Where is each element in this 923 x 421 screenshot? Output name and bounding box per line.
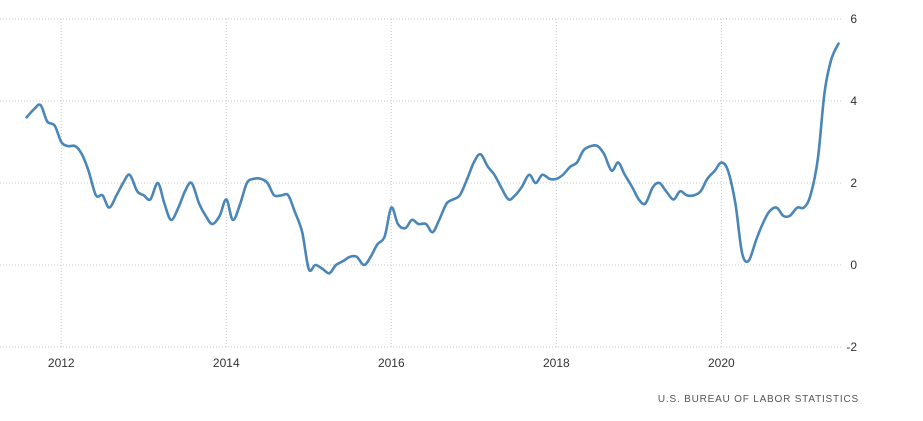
y-tick-label: 6 [850,12,857,26]
x-tick-label: 2012 [48,356,75,370]
x-tick-label: 2018 [543,356,570,370]
y-tick-label: 2 [850,176,857,190]
y-tick-label: -2 [846,340,857,354]
source-label: U.S. BUREAU OF LABOR STATISTICS [657,394,859,405]
y-tick-label: 4 [850,94,857,108]
grid-lines [0,18,843,348]
x-axis-ticks: 2012 2014 2016 2018 2020 [48,356,735,370]
x-tick-label: 2014 [213,356,240,370]
x-tick-label: 2020 [708,356,735,370]
series-line [25,42,840,275]
x-tick-label: 2016 [378,356,405,370]
y-tick-label: 0 [850,258,857,272]
y-axis-ticks: -2 0 2 4 6 [846,12,857,354]
